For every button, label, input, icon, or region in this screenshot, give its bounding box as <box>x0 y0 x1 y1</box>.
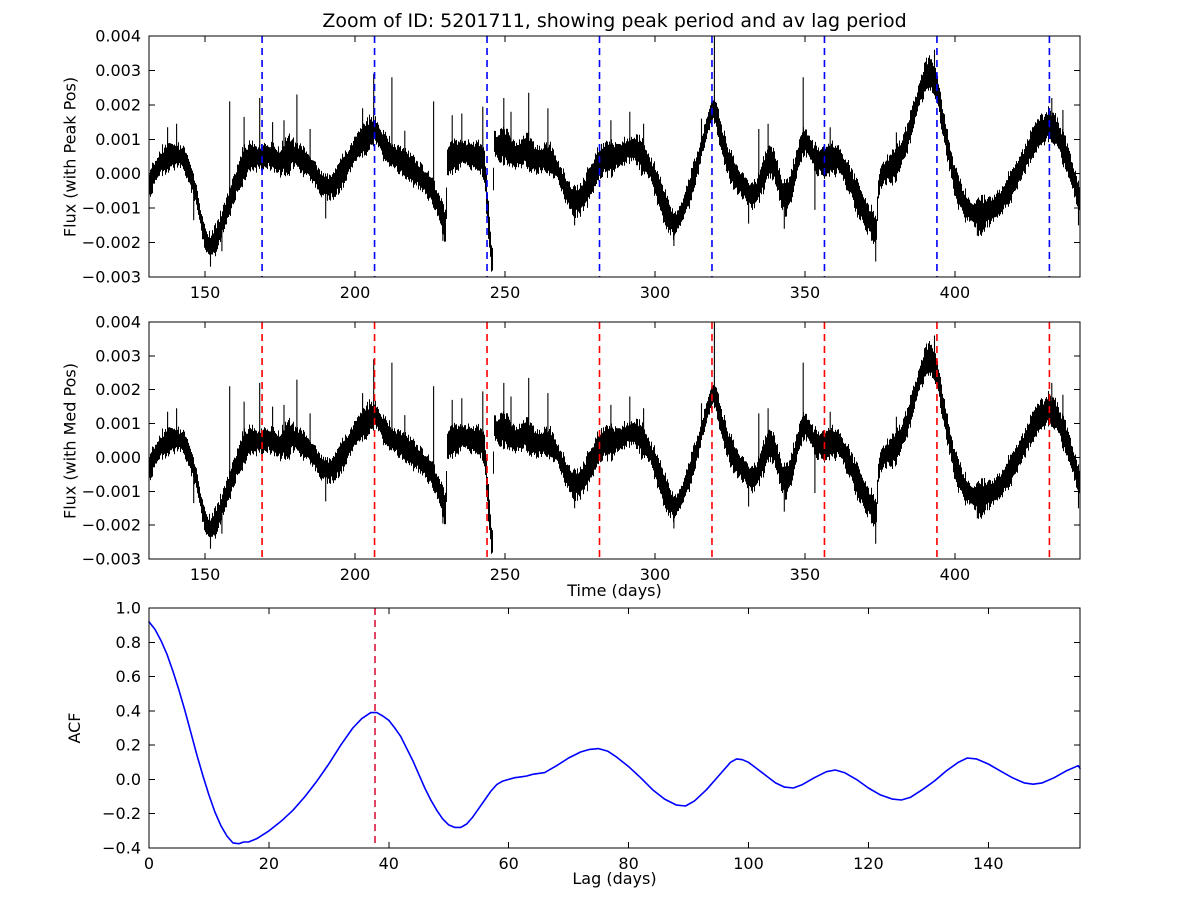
y-tick-label: 0.0 <box>116 770 141 789</box>
panel-flux_med_panel: 150 200 250 300 350 400 0.004 0.003 0.002 0.001 0.… <box>82 313 1081 584</box>
y-tick-label: 0.004 <box>95 27 141 46</box>
y-tick-label: 0.002 <box>95 95 141 114</box>
xlabel-time-days: Time (days) <box>567 581 662 600</box>
y-tick-label: 0.000 <box>95 164 141 183</box>
x-tick-label: 20 <box>259 854 279 873</box>
panel-acf_panel: 0 20 40 60 80 100 120 140 1.0 0.8 0.6 0.4 0.2 0.0 −0.2… <box>102 599 1081 873</box>
ylabel-acf: ACF <box>65 712 84 744</box>
x-tick-label: 200 <box>340 565 371 584</box>
y-tick-label: 0.001 <box>95 130 141 149</box>
x-tick-label: 150 <box>190 565 221 584</box>
y-tick-label: 0.2 <box>116 736 141 755</box>
figure-title: Zoom of ID: 5201711, showing peak period… <box>322 10 907 32</box>
panel-flux_peak_panel: 150 200 250 300 350 400 0.004 0.003 0.002 0.001 0.… <box>82 27 1081 302</box>
x-tick-label: 400 <box>940 283 971 302</box>
tick-marks <box>149 35 1080 278</box>
x-tick-label: 80 <box>618 854 638 873</box>
y-tick-label: 0.8 <box>116 633 141 652</box>
x-tick-label: 400 <box>940 565 971 584</box>
x-tick-label: 100 <box>733 854 764 873</box>
ylabel-flux-med: Flux (with Med Pos) <box>60 362 79 519</box>
x-tick-label: 60 <box>499 854 519 873</box>
y-tick-label: 1.0 <box>116 599 141 618</box>
x-tick-label: 250 <box>490 283 521 302</box>
tick-marks <box>148 607 1080 849</box>
y-tick-label: −0.002 <box>82 516 141 535</box>
x-tick-label: 200 <box>340 283 371 302</box>
y-tick-label: −0.4 <box>102 839 141 858</box>
tick-marks <box>149 321 1080 560</box>
y-tick-label: 0.000 <box>95 448 141 467</box>
flux-noise-band <box>149 55 1080 272</box>
flux-noise-band <box>149 341 1080 554</box>
y-tick-label: −0.001 <box>82 482 141 501</box>
y-tick-label: 0.001 <box>95 414 141 433</box>
xlabel-lag-days: Lag (days) <box>572 869 657 888</box>
y-tick-label: −0.003 <box>82 550 141 569</box>
y-tick-label: −0.002 <box>82 233 141 252</box>
x-tick-label: 150 <box>190 283 221 302</box>
x-tick-label: 140 <box>973 854 1004 873</box>
x-tick-label: 0 <box>144 854 154 873</box>
y-tick-label: −0.003 <box>82 268 141 287</box>
y-tick-label: 0.004 <box>95 313 141 332</box>
x-tick-label: 120 <box>853 854 884 873</box>
x-tick-label: 300 <box>640 565 671 584</box>
y-tick-label: −0.2 <box>102 804 141 823</box>
x-tick-label: 250 <box>490 565 521 584</box>
y-tick-label: 0.003 <box>95 346 141 365</box>
y-tick-label: −0.001 <box>82 199 141 218</box>
acf-curve <box>148 620 1081 845</box>
flux-spikes <box>167 322 1080 551</box>
y-tick-label: 0.6 <box>116 667 141 686</box>
x-tick-label: 40 <box>379 854 399 873</box>
ylabel-flux-peak: Flux (with Peak Pos) <box>60 76 79 237</box>
x-tick-label: 350 <box>790 283 821 302</box>
flux-spikes <box>167 36 1080 269</box>
y-tick-label: 0.002 <box>95 380 141 399</box>
x-tick-label: 350 <box>790 565 821 584</box>
y-tick-label: 0.003 <box>95 61 141 80</box>
y-tick-label: 0.4 <box>116 701 141 720</box>
x-tick-label: 300 <box>640 283 671 302</box>
